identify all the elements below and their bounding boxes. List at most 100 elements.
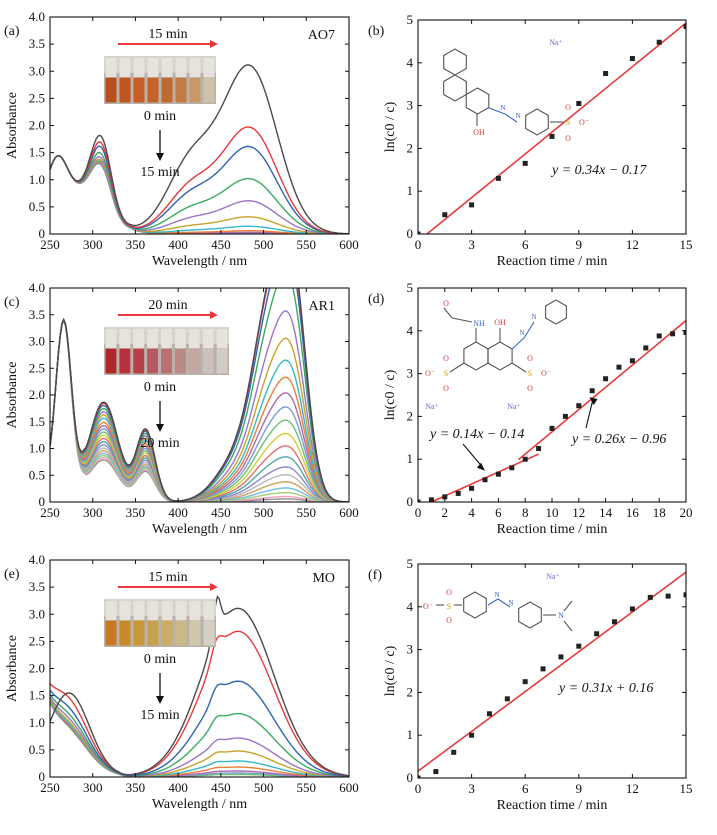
y-tick-label: 1 xyxy=(407,727,414,742)
spectra-group xyxy=(50,288,349,502)
vial-photo xyxy=(104,56,216,104)
figure-panels: 250 300 350 400 450 500 550 60000.51.01.52.02.5… xyxy=(4,9,693,813)
data-point xyxy=(536,446,542,451)
vial-cap xyxy=(203,58,215,78)
data-point xyxy=(683,23,686,29)
x-tick-label: 250 xyxy=(40,780,60,795)
atom-s: S xyxy=(566,118,570,127)
vial-cap xyxy=(105,601,117,621)
x-tick-label: 9 xyxy=(576,781,583,796)
x-tick-label: 6 xyxy=(495,505,502,520)
x-tick-label: 350 xyxy=(126,505,146,520)
x-tick-label: 300 xyxy=(83,237,103,252)
x-tick-label: 20 xyxy=(680,505,693,520)
vial xyxy=(105,348,117,374)
spectrum-series xyxy=(50,154,349,234)
vial-cap xyxy=(105,329,117,349)
x-axis-label: Reaction time / min xyxy=(497,254,608,269)
atom-n: N xyxy=(508,599,513,607)
y-tick-label: 1.0 xyxy=(29,715,45,730)
vial-photo-top xyxy=(104,599,216,616)
vial xyxy=(161,620,173,646)
data-point xyxy=(522,456,528,462)
spectrum-series xyxy=(50,64,349,234)
atom-o: O xyxy=(565,103,571,112)
vial xyxy=(188,348,200,374)
y-tick-label: 5 xyxy=(407,280,414,295)
vial xyxy=(203,77,215,103)
bond-to-sulfonate xyxy=(449,362,465,373)
y-tick-label: 5 xyxy=(407,12,414,27)
vial-cap xyxy=(161,58,173,78)
spectrum-series xyxy=(50,696,349,777)
vial-cap xyxy=(147,601,159,621)
azo-bond xyxy=(511,337,525,350)
x-tick-label: 0 xyxy=(415,237,422,252)
y-tick-label: 2.0 xyxy=(29,661,45,676)
y-tick-label: 4 xyxy=(407,599,414,614)
vial-photo xyxy=(104,327,229,375)
y-axis-label: ln(c0 / c) xyxy=(383,369,398,420)
atom-o: O xyxy=(443,384,449,393)
vial-cap xyxy=(133,601,145,621)
data-point xyxy=(683,592,686,598)
data-point xyxy=(549,133,555,139)
atom-oh: OH xyxy=(473,128,485,137)
x-tick-label: 400 xyxy=(168,780,188,795)
x-tick-label: 600 xyxy=(339,780,359,795)
atom-o: O xyxy=(446,616,452,625)
data-point xyxy=(629,606,635,612)
y-tick-label: 2.0 xyxy=(29,387,45,402)
phenyl-ring xyxy=(545,299,567,325)
panel-label: (a) xyxy=(4,24,20,39)
y-tick-label: 2.5 xyxy=(29,360,45,375)
plot-area xyxy=(418,571,686,778)
dye-structure: N N SO O O⁻ OH Na⁺ xyxy=(443,38,589,143)
panel-e: 250 300 350 400 450 500 550 600 0 0.5 1.0 1.5 2.0 2.5… xyxy=(4,552,359,812)
x-tick-label: 600 xyxy=(339,505,359,520)
spectrum-series xyxy=(50,151,349,234)
data-point xyxy=(683,330,686,336)
data-point xyxy=(562,413,568,419)
spectrum-series xyxy=(50,680,349,777)
time-down-arrowhead xyxy=(156,424,164,432)
x-tick-label: 600 xyxy=(339,237,359,252)
spectrum-series xyxy=(50,288,349,502)
atom-o: O xyxy=(443,299,449,308)
data-point xyxy=(451,749,457,755)
x-tick-label: 500 xyxy=(254,780,274,795)
atom-n: N xyxy=(494,591,499,599)
fit-line xyxy=(517,319,686,461)
x-axis-label: Wavelength / nm xyxy=(152,254,247,269)
time-arrow-head xyxy=(210,311,218,319)
data-point xyxy=(665,593,671,599)
naphthalene-ring-1 xyxy=(463,341,489,371)
vial-cap xyxy=(133,58,145,78)
x-tick-label: 12 xyxy=(572,505,585,520)
plot-frame xyxy=(417,563,687,779)
atom-n: N xyxy=(500,104,505,112)
data-point xyxy=(603,376,609,382)
azo-bond xyxy=(523,321,535,339)
vial xyxy=(119,77,131,103)
vial-cap xyxy=(189,58,201,78)
methyl-bond xyxy=(563,600,573,612)
benzene-ring-2 xyxy=(518,601,542,629)
atom-n: N xyxy=(558,611,564,620)
atom-s: S xyxy=(447,602,451,611)
x-tick-label: 6 xyxy=(522,781,529,796)
equation-pointer xyxy=(462,443,484,469)
time-arrow-head xyxy=(210,583,218,591)
methyl-bond xyxy=(563,620,573,632)
y-tick-label: 0 xyxy=(39,769,46,784)
plot-area xyxy=(418,319,686,502)
y-tick-label: 4.0 xyxy=(29,280,45,295)
atom-o-minus: O⁻ xyxy=(579,118,589,127)
atom-o: O xyxy=(527,384,533,393)
data-point xyxy=(418,775,421,778)
vial-cap xyxy=(147,58,159,78)
y-axis-label: Absorbance xyxy=(5,362,20,429)
y-tick-label: 4 xyxy=(407,55,414,70)
data-point xyxy=(455,490,461,496)
